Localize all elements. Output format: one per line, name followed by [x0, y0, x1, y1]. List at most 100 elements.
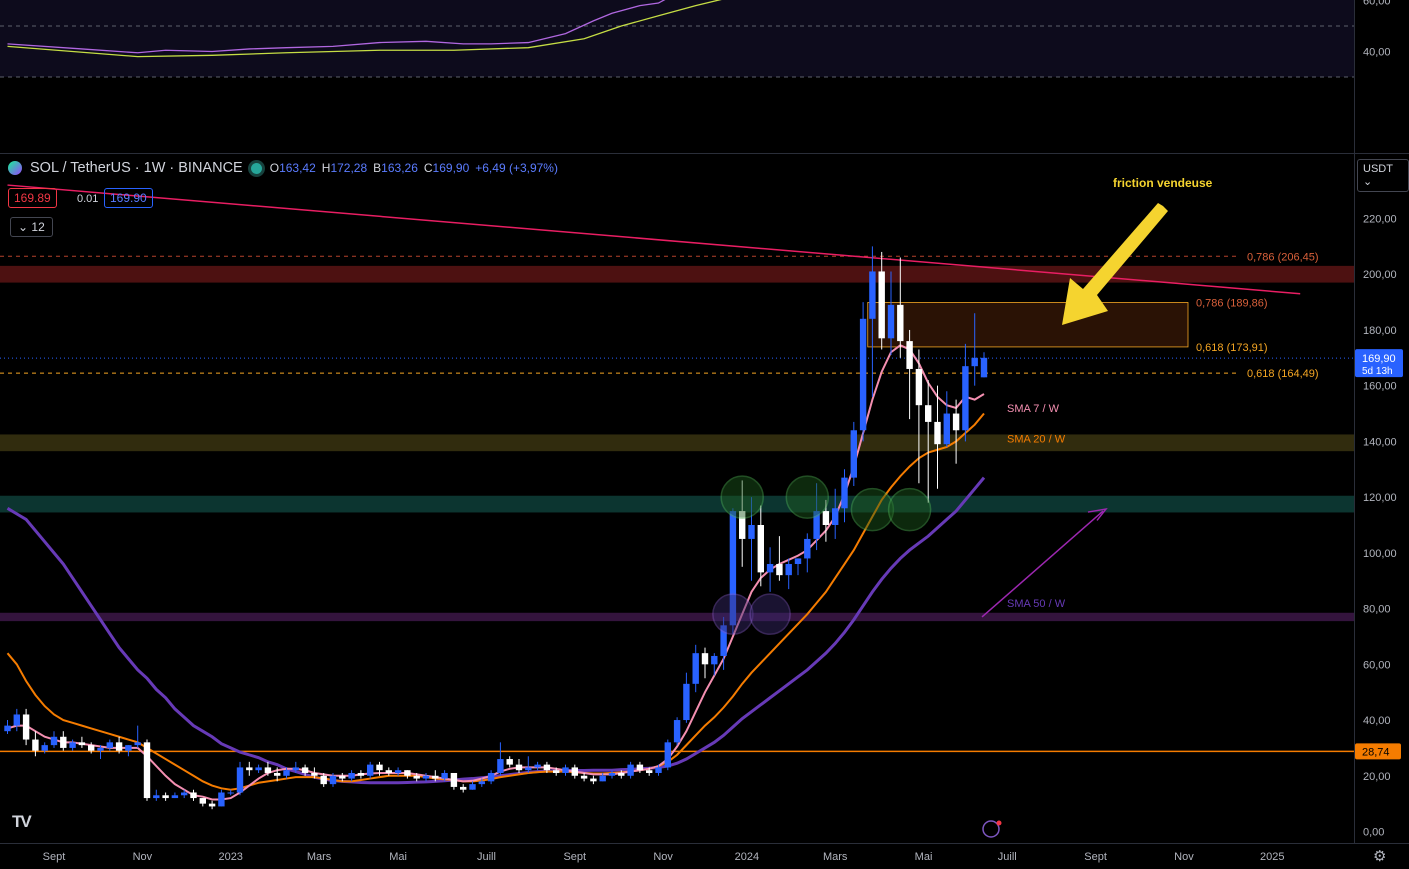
candle-body [841, 477, 848, 509]
candle-body [367, 764, 374, 776]
candle-body [441, 772, 448, 779]
alert-icon [982, 820, 1000, 838]
candle-body [534, 764, 541, 768]
time-tick-label: 2023 [218, 851, 242, 863]
rsi-band [0, 0, 1354, 77]
candle-body [227, 792, 234, 794]
zone-band [0, 612, 1354, 622]
candle-body [50, 736, 58, 746]
candle-body [720, 625, 727, 656]
fib-zone-box [867, 302, 1189, 348]
candle-body [627, 764, 634, 776]
rsi-line [7, 0, 666, 54]
rsi-ma-line [7, 0, 722, 58]
time-tick-label: Mars [307, 851, 332, 863]
time-tick-label: Juill [477, 851, 496, 863]
candle-body [199, 798, 206, 804]
price-tick-label: 140,00 [1363, 436, 1397, 448]
spread-label: 0.01 [77, 193, 99, 205]
friction-annotation: friction vendeuse [1113, 176, 1213, 190]
zone-band [0, 265, 1354, 283]
candle-body [432, 775, 439, 779]
price-tick-label: 20,00 [1363, 771, 1391, 783]
candle-body [115, 742, 123, 751]
support-circle-purple [749, 593, 791, 635]
currency-select[interactable]: USDT ⌄ [1357, 159, 1409, 192]
candle-body [469, 784, 476, 790]
candle-body [385, 770, 392, 773]
candle-body [525, 767, 532, 771]
time-tick-label: Mai [389, 851, 407, 863]
sma50-line [6, 476, 986, 785]
candle-body [497, 759, 504, 773]
candle-body [60, 736, 67, 748]
candle-body [590, 778, 597, 782]
candle-body [264, 767, 272, 773]
candle-body [543, 764, 551, 771]
candle-body [646, 770, 653, 773]
candle-body [943, 413, 950, 445]
time-tick-label: Juill [998, 851, 1017, 863]
fib-label: 0,786 (206,45) [1247, 251, 1319, 263]
candle-body [748, 525, 755, 539]
zone-band [0, 495, 1354, 513]
candle-body [32, 739, 39, 751]
candle-body [859, 318, 867, 431]
price-tick-label: 60,00 [1363, 659, 1391, 671]
support-circle-green [720, 475, 764, 519]
chevron-down-icon: ⌄ [1363, 176, 1373, 188]
rsi-tick-label: 60,00 [1363, 0, 1391, 8]
candle-body [450, 772, 458, 787]
candle-body [664, 742, 671, 768]
sell-price-button[interactable]: 169.89 [8, 188, 57, 208]
candle-body [739, 511, 746, 539]
candle-body [181, 792, 188, 796]
candle-body [636, 764, 644, 771]
gear-icon[interactable]: ⚙ [1373, 848, 1387, 865]
support-circle-green [850, 487, 895, 532]
candle-body [218, 792, 225, 807]
support-line-tag-label: 28,74 [1362, 746, 1390, 758]
candle-body [125, 745, 132, 751]
candle-body [878, 271, 885, 339]
trend-arrow-line [981, 510, 1104, 618]
candle-body [320, 775, 327, 785]
time-tick-label: Nov [133, 851, 153, 863]
candle-body [785, 564, 792, 576]
last-price-label: 169,90 [1362, 353, 1396, 365]
candle-body [832, 508, 839, 525]
candle-body [190, 792, 197, 799]
price-tick-label: 80,00 [1363, 604, 1391, 616]
candle-body [515, 764, 523, 771]
candle-body [274, 772, 281, 776]
candle-body [673, 720, 681, 743]
sma7-label: SMA 7 / W [1007, 403, 1060, 415]
price-tick-label: 100,00 [1363, 548, 1397, 560]
candle-body [794, 558, 802, 565]
support-circle-green [887, 487, 932, 532]
change-readout: +6,49 (+3,97%) [475, 161, 558, 175]
candle-body [711, 655, 718, 665]
candle-body [850, 430, 857, 478]
zone-band [0, 434, 1354, 452]
candle-body [301, 767, 309, 773]
candle-body [339, 775, 346, 779]
rsi-tick-label: 40,00 [1363, 47, 1391, 59]
time-tick-label: Nov [1174, 851, 1194, 863]
indicators-toggle[interactable]: ⌄ 12 [10, 217, 53, 237]
candle-body [246, 767, 253, 771]
candle-body [311, 772, 318, 776]
candle-body [813, 511, 820, 539]
countdown-label: 5d 13h [1362, 366, 1393, 377]
sma50-label: SMA 50 / W [1007, 598, 1066, 610]
candle-body [487, 772, 495, 782]
candle-body [422, 775, 430, 779]
candle-body [934, 421, 941, 445]
tradingview-logo[interactable]: TV [12, 812, 32, 831]
candle-body [404, 770, 411, 776]
buy-price-button[interactable]: 169.90 [104, 188, 153, 208]
sma20-line [6, 412, 985, 791]
symbol-title[interactable]: SOL / TetherUS · 1W · BINANCE [30, 160, 243, 176]
candle-body [255, 767, 262, 771]
